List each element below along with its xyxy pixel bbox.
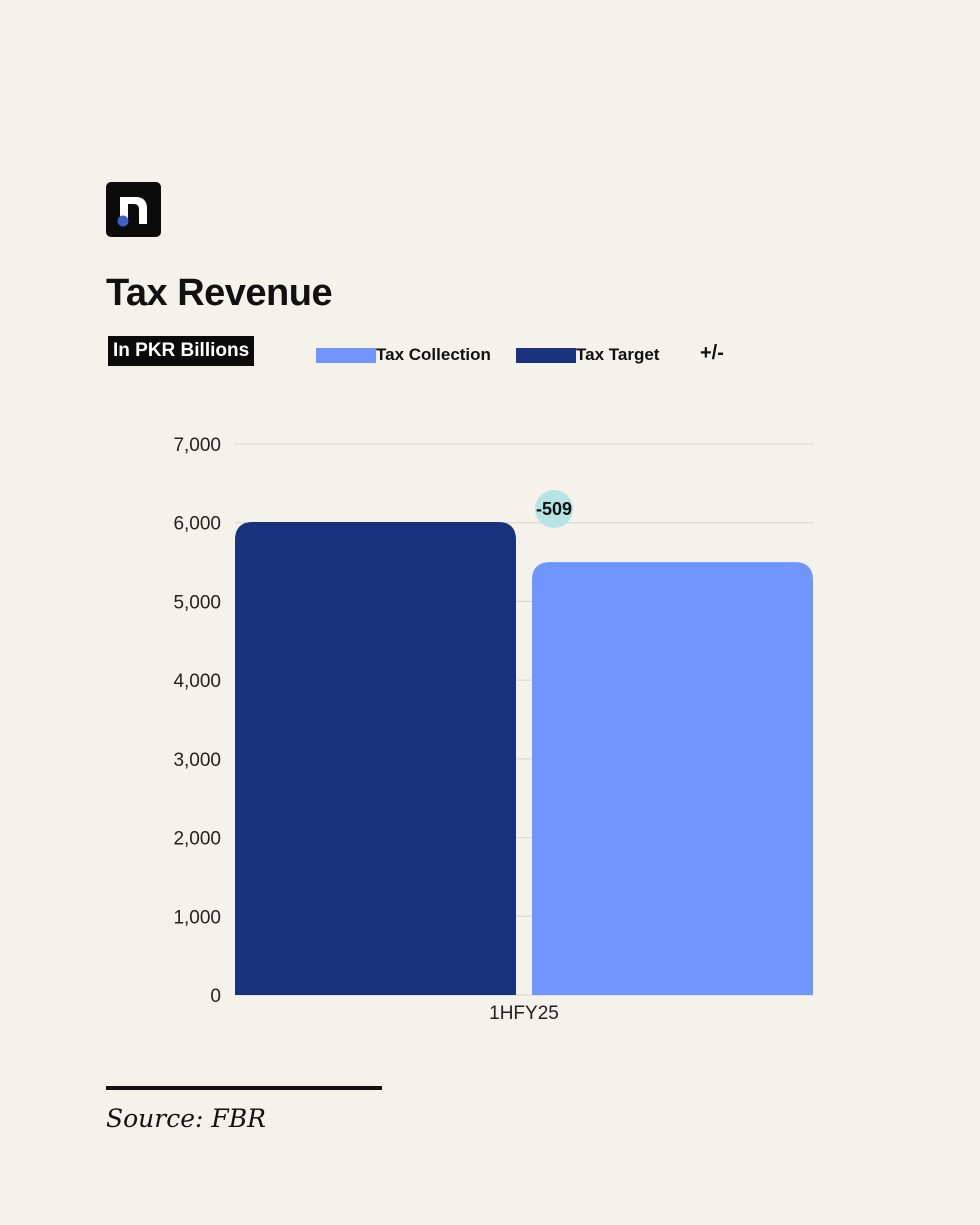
legend-label-difference: +/- bbox=[700, 342, 724, 364]
difference-bubble bbox=[535, 490, 573, 529]
legend-swatch-tax-target bbox=[516, 347, 576, 363]
source-divider bbox=[106, 1086, 382, 1090]
bar-chart: 0 1,000 2,000 3,000 4,000 5,000 6,000 7,000 -509… bbox=[173, 435, 813, 1024]
legend-item-difference: +/- bbox=[700, 342, 724, 364]
y-tick-label: 1,000 bbox=[173, 907, 221, 928]
difference-label: -509 bbox=[536, 499, 572, 519]
y-tick-label: 3,000 bbox=[173, 750, 221, 771]
bar-tax-target bbox=[235, 522, 516, 995]
y-tick-label: 2,000 bbox=[173, 829, 221, 850]
y-tick-label: 5,000 bbox=[173, 592, 221, 613]
y-tick-label: 6,000 bbox=[173, 514, 221, 535]
legend-label-tax-collection: Tax Collection bbox=[376, 345, 491, 364]
bar-tax-collection bbox=[532, 562, 813, 995]
x-tick-label: 1HFY25 bbox=[489, 1003, 559, 1024]
legend-item-tax-target: Tax Target bbox=[516, 344, 659, 366]
y-tick-label: 0 bbox=[210, 986, 221, 1007]
n-logo-icon bbox=[106, 182, 161, 237]
y-tick-label: 4,000 bbox=[173, 671, 221, 692]
chart-title: Tax Revenue bbox=[106, 272, 333, 314]
source-note: Source: FBR bbox=[106, 1104, 266, 1133]
legend-label-tax-target: Tax Target bbox=[576, 345, 660, 364]
legend-item-tax-collection: Tax Collection bbox=[316, 344, 491, 366]
y-tick-label: 7,000 bbox=[173, 435, 221, 456]
unit-badge: In PKR Billions bbox=[108, 336, 255, 366]
legend-swatch-tax-collection bbox=[316, 347, 376, 363]
